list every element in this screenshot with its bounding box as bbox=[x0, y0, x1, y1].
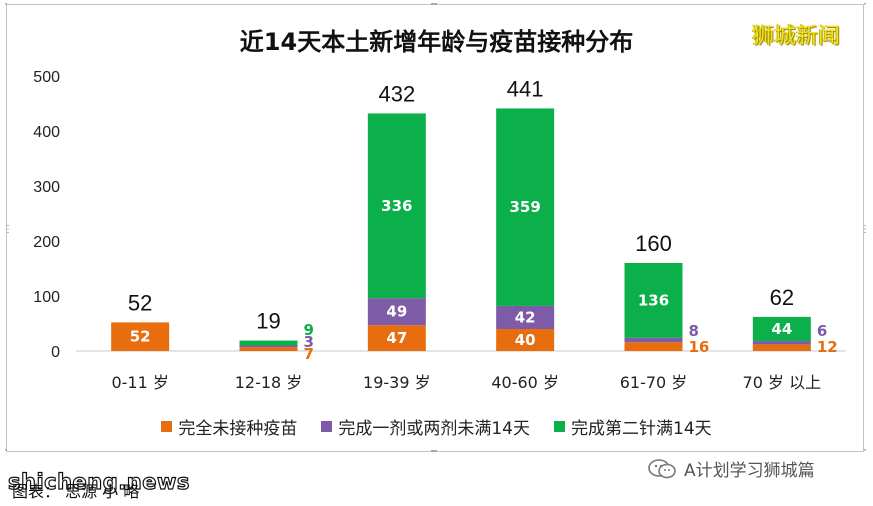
data-label-full-2: 336 bbox=[381, 197, 412, 215]
bar-full-1 bbox=[239, 340, 298, 346]
x-tick-label-0: 0-11 岁 bbox=[111, 373, 168, 392]
data-label-unvaccinated-1: 7 bbox=[304, 345, 314, 363]
legend-swatch-unvaccinated bbox=[161, 420, 173, 432]
bar-unvaccinated-3 bbox=[496, 329, 555, 351]
legend-label-full: 完成第二针满14天 bbox=[571, 418, 712, 439]
data-label-full-1: 9 bbox=[304, 321, 314, 339]
bar-full-2 bbox=[367, 113, 426, 299]
bar-unvaccinated-2 bbox=[367, 325, 426, 351]
resize-handle-top-left[interactable]: · bbox=[3, 0, 10, 10]
stacked-bar-chart: 0 100 200 300 400 500 52 52 0-11 岁 937 19 12-18 岁 47… bbox=[33, 69, 846, 392]
bar-partial-1 bbox=[239, 345, 298, 348]
bar-full-4 bbox=[624, 263, 683, 338]
wechat-account-name: A计划学习狮城篇 bbox=[684, 461, 815, 481]
data-label-full-5: 44 bbox=[771, 320, 792, 338]
bar-unvaccinated-1 bbox=[239, 347, 298, 351]
legend-label-partial: 完成一剂或两剂未满14天 bbox=[338, 418, 530, 439]
y-tick-label-2: 200 bbox=[33, 234, 60, 251]
y-tick-label-5: 500 bbox=[33, 69, 60, 86]
resize-handle-left[interactable]: ⋮ bbox=[3, 224, 13, 235]
data-label-partial-5: 6 bbox=[817, 322, 827, 340]
legend-swatch-full bbox=[554, 420, 565, 432]
legend-swatch-partial bbox=[321, 420, 333, 432]
chart-title: 近14天本土新增年龄与疫苗接种分布 bbox=[239, 28, 634, 56]
legend-item-full: 完成第二针满14天 bbox=[554, 414, 712, 439]
data-label-unvaccinated-3: 40 bbox=[515, 331, 536, 349]
resize-handle-bottom[interactable]: ⋯ bbox=[431, 446, 438, 457]
total-label-5: 62 bbox=[770, 285, 794, 310]
legend-label-unvaccinated: 完全未接种疫苗 bbox=[178, 418, 298, 439]
data-label-partial-2: 49 bbox=[386, 303, 407, 321]
y-tick-label-3: 300 bbox=[33, 179, 60, 196]
source-caption: 图表： 思源 小 略 bbox=[12, 482, 140, 501]
watermark-shicheng-news: shicheng.news bbox=[7, 469, 190, 494]
data-label-unvaccinated-0: 52 bbox=[130, 328, 151, 346]
data-label-unvaccinated-2: 47 bbox=[386, 329, 407, 347]
data-label-partial-3: 42 bbox=[515, 308, 536, 326]
chart-frame bbox=[6, 4, 864, 452]
bar-partial-5 bbox=[752, 341, 811, 345]
bar-partial-2 bbox=[367, 298, 426, 326]
total-label-4: 160 bbox=[635, 231, 672, 256]
resize-handle-right[interactable]: ⋮ bbox=[860, 224, 870, 235]
legend-item-unvaccinated: 完全未接种疫苗 bbox=[161, 414, 298, 439]
total-label-0: 52 bbox=[128, 290, 152, 315]
resize-handle-bottom-right[interactable]: · bbox=[862, 445, 869, 456]
legend-item-partial: 完成一剂或两剂未满14天 bbox=[321, 414, 530, 439]
x-tick-label-2: 19-39 岁 bbox=[363, 373, 431, 392]
x-tick-label-5: 70 岁 以上 bbox=[743, 373, 822, 392]
x-tick-label-1: 12-18 岁 bbox=[235, 373, 303, 392]
data-label-unvaccinated-5: 12 bbox=[817, 338, 838, 356]
chart-legend: 完全未接种疫苗 完成一剂或两剂未满14天 完成第二针满14天 bbox=[0, 414, 873, 439]
data-label-unvaccinated-4: 16 bbox=[689, 338, 710, 356]
bar-full-3 bbox=[496, 108, 555, 306]
x-tick-label-4: 61-70 岁 bbox=[620, 373, 688, 392]
brand-logo-text: 狮城新闻 bbox=[752, 24, 841, 49]
total-label-3: 441 bbox=[507, 76, 544, 101]
bar-unvaccinated-0 bbox=[111, 322, 170, 351]
data-label-partial-1: 3 bbox=[304, 333, 314, 351]
data-label-partial-4: 8 bbox=[689, 322, 699, 340]
bar-partial-3 bbox=[496, 305, 555, 329]
y-tick-label-1: 100 bbox=[33, 289, 60, 306]
bar-unvaccinated-5 bbox=[752, 344, 811, 351]
resize-handle-bottom-left[interactable]: · bbox=[3, 445, 10, 456]
bar-full-5 bbox=[752, 316, 811, 342]
total-label-1: 19 bbox=[256, 309, 280, 334]
y-tick-label-4: 400 bbox=[33, 124, 60, 141]
total-label-2: 432 bbox=[378, 81, 415, 106]
x-tick-label-3: 40-60 岁 bbox=[491, 373, 559, 392]
resize-handle-top-right[interactable]: · bbox=[862, 0, 869, 10]
wechat-icon bbox=[648, 458, 676, 478]
wechat-account-watermark: A计划学习狮城篇 bbox=[648, 456, 815, 481]
bar-unvaccinated-4 bbox=[624, 342, 683, 351]
data-label-full-4: 136 bbox=[638, 291, 669, 309]
resize-handle-top[interactable]: ⋯ bbox=[431, 0, 438, 10]
data-label-full-3: 359 bbox=[510, 198, 541, 216]
y-tick-label-0: 0 bbox=[51, 344, 60, 361]
bar-partial-4 bbox=[624, 337, 683, 343]
